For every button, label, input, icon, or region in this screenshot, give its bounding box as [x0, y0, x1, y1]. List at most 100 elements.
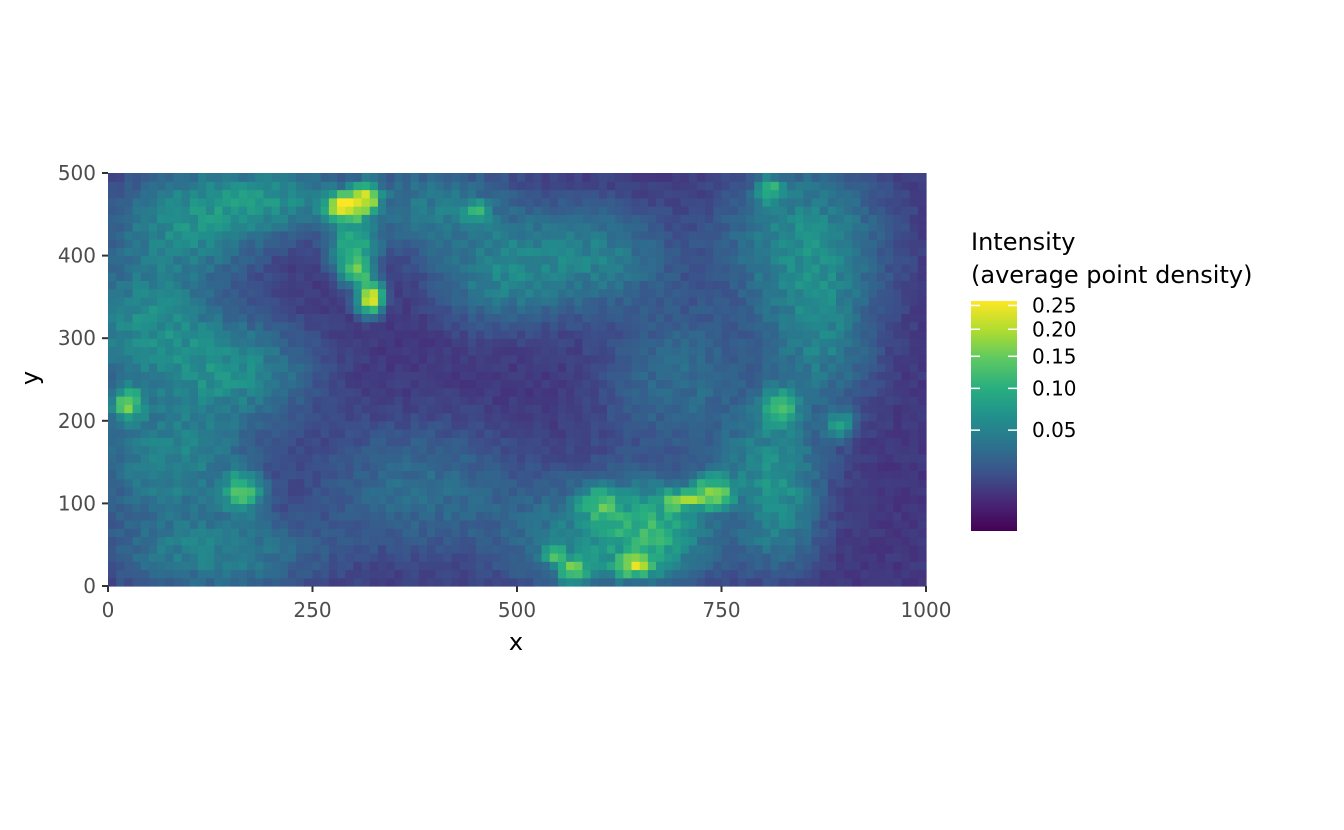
- heatmap-cell: [549, 313, 559, 323]
- heatmap-cell: [255, 387, 265, 397]
- heatmap-cell: [680, 305, 690, 315]
- heatmap-cell: [369, 181, 379, 191]
- heatmap-cell: [729, 222, 739, 232]
- heatmap-cell: [181, 313, 191, 323]
- heatmap-cell: [467, 189, 477, 199]
- heatmap-cell: [623, 338, 633, 348]
- heatmap-cell: [140, 371, 150, 381]
- heatmap-cell: [369, 189, 379, 199]
- heatmap-cell: [533, 313, 543, 323]
- heatmap-cell: [598, 528, 608, 538]
- heatmap-cell: [173, 396, 183, 405]
- heatmap-cell: [157, 239, 166, 248]
- heatmap-cell: [680, 206, 690, 215]
- heatmap-cell: [124, 495, 134, 504]
- heatmap-cell: [394, 486, 404, 496]
- heatmap-cell: [672, 577, 682, 587]
- heatmap-cell: [844, 338, 853, 348]
- heatmap-cell: [549, 379, 559, 389]
- heatmap-cell: [811, 362, 821, 372]
- heatmap-cell: [500, 173, 510, 182]
- heatmap-cell: [173, 429, 183, 438]
- heatmap-cell: [631, 296, 641, 306]
- heatmap-cell: [803, 552, 813, 562]
- heatmap-cell: [901, 247, 911, 257]
- heatmap-cell: [418, 552, 428, 562]
- heatmap-cell: [525, 437, 534, 447]
- heatmap-cell: [157, 354, 166, 364]
- heatmap-cell: [484, 561, 494, 571]
- heatmap-cell: [165, 371, 175, 381]
- heatmap-cell: [868, 445, 878, 455]
- heatmap-cell: [410, 528, 420, 538]
- heatmap-cell: [615, 503, 624, 513]
- heatmap-cell: [680, 280, 690, 290]
- heatmap-cell: [827, 313, 837, 323]
- heatmap-cell: [320, 528, 330, 538]
- heatmap-cell: [312, 230, 322, 240]
- heatmap-cell: [705, 263, 714, 273]
- heatmap-cell: [108, 288, 117, 298]
- heatmap-cell: [876, 544, 886, 554]
- heatmap-cell: [615, 528, 624, 538]
- heatmap-cell: [271, 429, 281, 438]
- heatmap-cell: [165, 495, 175, 504]
- heatmap-cell: [778, 288, 788, 298]
- heatmap-cell: [770, 371, 780, 381]
- heatmap-cell: [189, 371, 199, 381]
- heatmap-cell: [353, 528, 363, 538]
- heatmap-cell: [443, 511, 453, 521]
- heatmap-cell: [312, 313, 322, 323]
- heatmap-cell: [639, 453, 649, 463]
- heatmap-cell: [590, 396, 600, 405]
- heatmap-cell: [247, 288, 256, 298]
- heatmap-cell: [197, 462, 207, 471]
- heatmap-cell: [132, 470, 142, 480]
- heatmap-cell: [328, 552, 338, 562]
- heatmap-cell: [157, 197, 166, 207]
- heatmap-cell: [525, 338, 534, 348]
- heatmap-cell: [590, 321, 600, 331]
- heatmap-cell: [844, 429, 853, 438]
- heatmap-cell: [467, 288, 477, 298]
- heatmap-cell: [222, 329, 232, 339]
- heatmap-cell: [271, 552, 281, 562]
- heatmap-cell: [181, 486, 191, 496]
- heatmap-cell: [304, 569, 314, 579]
- heatmap-cell: [598, 263, 608, 273]
- heatmap-cell: [778, 412, 788, 422]
- heatmap-cell: [508, 230, 518, 240]
- heatmap-cell: [132, 495, 142, 504]
- heatmap-cell: [827, 230, 837, 240]
- heatmap-cell: [762, 181, 772, 191]
- heatmap-cell: [377, 296, 387, 306]
- heatmap-cell: [746, 371, 755, 381]
- heatmap-cell: [623, 379, 633, 389]
- heatmap-cell: [108, 404, 117, 414]
- heatmap-cell: [369, 288, 379, 298]
- heatmap-cell: [238, 519, 248, 529]
- heatmap-cell: [222, 404, 232, 414]
- heatmap-cell: [181, 346, 191, 356]
- heatmap-cell: [296, 503, 305, 513]
- heatmap-cell: [606, 280, 616, 290]
- heatmap-cell: [844, 181, 853, 191]
- heatmap-cell: [885, 420, 894, 430]
- heatmap-cell: [827, 371, 837, 381]
- heatmap-cell: [206, 387, 215, 397]
- heatmap-cell: [222, 503, 232, 513]
- heatmap-cell: [786, 445, 796, 455]
- heatmap-cell: [541, 420, 551, 430]
- heatmap-cell: [754, 354, 763, 364]
- heatmap-cell: [746, 189, 755, 199]
- heatmap-cell: [803, 288, 813, 298]
- heatmap-cell: [901, 453, 911, 463]
- heatmap-cell: [500, 445, 510, 455]
- heatmap-cell: [623, 404, 633, 414]
- heatmap-cell: [786, 495, 796, 504]
- heatmap-cell: [197, 495, 207, 504]
- heatmap-cell: [541, 181, 551, 191]
- heatmap-cell: [795, 371, 804, 381]
- heatmap-cell: [296, 429, 305, 438]
- heatmap-cell: [696, 470, 706, 480]
